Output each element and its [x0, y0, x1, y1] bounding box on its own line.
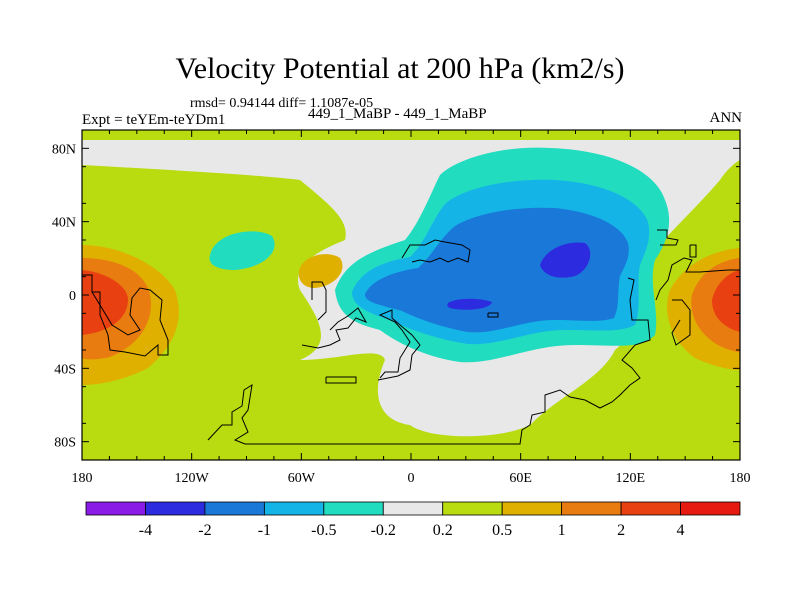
colorbar-label: -4	[139, 522, 152, 539]
region-14	[540, 242, 591, 278]
coastline-3	[311, 281, 327, 321]
x-tick-label: 0	[408, 471, 415, 486]
y-tick-label: 40N	[52, 216, 76, 231]
region-15	[447, 298, 492, 310]
region-9	[298, 254, 343, 288]
region-8	[712, 270, 740, 332]
colorbar-box	[85, 501, 146, 516]
y-tick-label: 80N	[52, 142, 76, 157]
x-tick-label: 120W	[175, 471, 210, 486]
stats-label: rmsd= 0.94144 diff= 1.1087e-05	[190, 96, 374, 111]
coastline-2	[207, 277, 651, 445]
coastline-11	[325, 376, 357, 384]
colorbar-label: 0.2	[433, 522, 453, 539]
case-label: 449_1_MaBP - 449_1_MaBP	[308, 106, 487, 122]
x-tick-label: 60E	[509, 471, 532, 486]
coastline-12	[487, 312, 499, 318]
colorbar-box	[620, 501, 681, 516]
colorbar-label: -0.2	[371, 522, 396, 539]
coastline-7	[657, 229, 679, 246]
coastline-4	[301, 307, 368, 349]
season-label: ANN	[709, 110, 743, 126]
coastline-5	[401, 239, 471, 263]
region-13	[364, 207, 629, 333]
colorbar-box	[323, 501, 384, 516]
colorbar-box	[204, 501, 265, 516]
colorbar-label: 2	[617, 522, 625, 539]
x-tick-label: 60W	[288, 471, 316, 486]
colorbar-box	[382, 501, 444, 516]
colorbar-box	[263, 501, 325, 516]
x-tick-label: 120E	[616, 471, 646, 486]
colorbar-label: 0.5	[492, 522, 512, 539]
y-tick-label: 40S	[54, 362, 76, 377]
experiment-label: Expt = teYEm-teYDm1	[82, 112, 226, 128]
colorbar-label: 1	[558, 522, 566, 539]
coastline-1	[82, 274, 169, 357]
colorbar-box	[561, 501, 622, 516]
contour-fields	[82, 130, 740, 460]
region-5	[82, 270, 128, 335]
coastline-6	[377, 309, 421, 381]
y-tick-label: 80S	[54, 436, 76, 451]
x-tick-label: 180	[730, 471, 751, 486]
region-10	[209, 231, 275, 270]
colorbar-label: -2	[198, 522, 211, 539]
colorbar: -4 -2 -1 -0.5 -0.2 0.2 0.5 1 2 4	[85, 501, 741, 539]
coastline-10	[689, 244, 697, 258]
chart-title: Velocity Potential at 200 hPa (km2/s)	[175, 52, 625, 85]
colorbar-box	[501, 501, 563, 516]
coastline-9	[671, 299, 691, 346]
colorbar-label: -0.5	[311, 522, 336, 539]
y-tick-label: 0	[69, 289, 76, 304]
colorbar-label: 4	[677, 522, 685, 539]
coastline-8	[655, 257, 740, 301]
colorbar-box	[442, 501, 503, 516]
coastlines	[82, 229, 740, 445]
colorbar-box	[680, 501, 741, 516]
x-tick-label: 180	[72, 471, 93, 486]
colorbar-box	[145, 501, 206, 516]
colorbar-label: -1	[258, 522, 271, 539]
axes: 180 120W 60W 0 60E 120E 180 80N 40N 0 40S 80S	[52, 129, 751, 486]
